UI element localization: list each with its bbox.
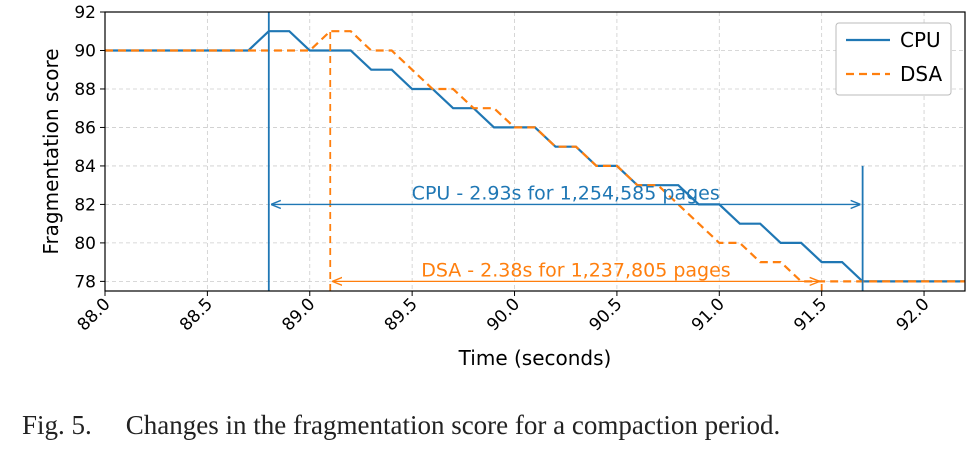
- y-tick-label: 86: [74, 118, 96, 138]
- x-tick-label: 89.0: [278, 294, 319, 335]
- y-axis-label: Fragmentation score: [39, 48, 63, 254]
- cpu-duration-label: CPU - 2.93s for 1,254,585 pages: [412, 182, 720, 204]
- x-tick-label: 90.0: [483, 294, 524, 335]
- x-tick-label: 91.0: [688, 294, 729, 335]
- x-tick-label: 90.5: [586, 294, 627, 335]
- y-tick-label: 82: [74, 195, 96, 215]
- y-tick-label: 84: [74, 157, 96, 177]
- x-tick-label: 89.5: [381, 294, 422, 335]
- series-dsa-line: [105, 30, 965, 283]
- figure-caption: Fig. 5. Changes in the fragmentation scor…: [22, 410, 780, 441]
- y-tick-label: 80: [74, 234, 96, 254]
- series-layer: [105, 30, 965, 283]
- legend-cpu-label: CPU: [900, 28, 941, 52]
- y-tick-label: 78: [74, 272, 96, 292]
- x-tick-label: 88.0: [74, 294, 115, 335]
- annotation-layer: CPU - 2.93s for 1,254,585 pages DSA - 2.3…: [267, 12, 864, 291]
- plot-frame: [104, 11, 966, 292]
- dsa-duration-label: DSA - 2.38s for 1,237,805 pages: [421, 259, 730, 281]
- tick-layer: 88.0 88.5 89.0 89.5 90.0 90.5 91.0 91.5 92.0 78 80…: [74, 3, 934, 335]
- legend-dsa-label: DSA: [900, 62, 942, 86]
- x-tick-label: 92.0: [893, 294, 934, 335]
- legend: CPU DSA: [835, 22, 952, 96]
- x-axis-label: Time (seconds): [458, 346, 612, 370]
- chart: CPU - 2.93s for 1,254,585 pages DSA - 2.3…: [39, 3, 966, 370]
- caption-text: Changes in the fragmentation score for a…: [125, 410, 781, 440]
- caption-number: Fig. 5.: [22, 410, 92, 440]
- x-tick-label: 91.5: [790, 294, 831, 335]
- y-tick-label: 88: [74, 80, 96, 100]
- x-tick-label: 88.5: [176, 294, 217, 335]
- y-tick-label: 92: [74, 3, 96, 23]
- y-tick-label: 90: [74, 41, 96, 61]
